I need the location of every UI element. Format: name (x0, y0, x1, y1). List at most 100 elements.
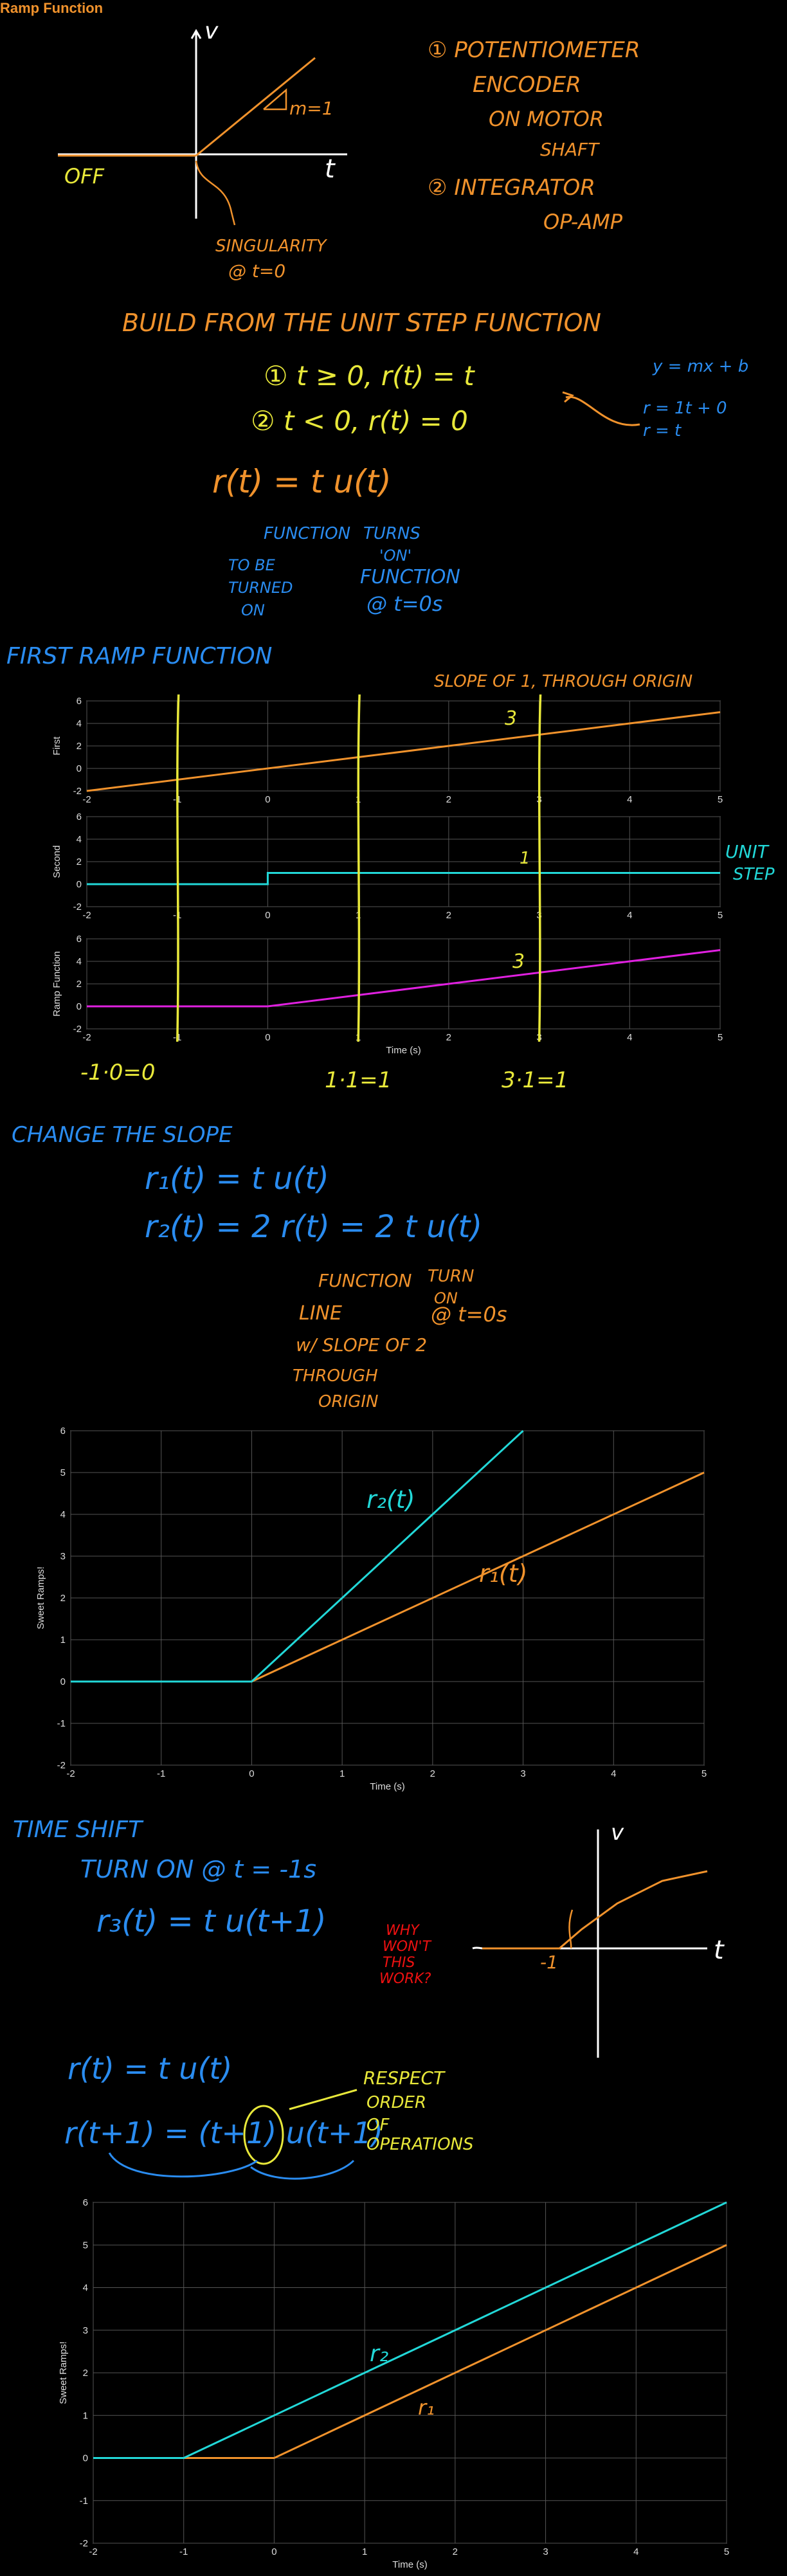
y-tick-label: 0 (77, 763, 82, 774)
x-tick-label: 5 (718, 1032, 723, 1043)
shift-resp-d: OPERATIONS (366, 2135, 474, 2154)
sketch-v-label: v (204, 18, 219, 44)
build-func-c: TURNED (228, 579, 293, 597)
build-eq-b: r = 1t + 0 (643, 399, 727, 418)
x-tick-label: 5 (701, 1768, 707, 1779)
first-calc2: 1·1=1 (325, 1067, 392, 1093)
build-turns-d: @ t=0s (366, 592, 443, 616)
y-axis-label: Sweet Ramps! (58, 2341, 69, 2404)
chart-sweet-ramps-shift: -2 -1 0 1 2 3 4 5 -2 -1 0 1 2 3 4 5 6 Sweet Ramps! Time (s… (58, 2197, 729, 2570)
y-tick-label: 6 (77, 696, 82, 707)
y-tick-label: 4 (77, 834, 82, 845)
shift-why-a: WHY (386, 1923, 419, 1939)
list-item1-c: ON MOTOR (489, 107, 604, 131)
y-tick-label: -2 (73, 1024, 82, 1035)
change-heading: CHANGE THE SLOPE (12, 1122, 233, 1148)
series-line (87, 949, 721, 1008)
y-tick-label: 6 (83, 2197, 88, 2208)
list-item1-a: ① POTENTIOMETER (428, 37, 640, 63)
shift-resp-a: RESPECT (363, 2067, 445, 2089)
y-tick-label: 0 (83, 2453, 88, 2464)
label-shift-r1: r₁ (418, 2395, 435, 2420)
shift-r-shift: r(t+1) = (t+1) u(t+1) (64, 2116, 383, 2150)
change-f-d: THROUGH (293, 1366, 378, 1386)
change-f-a: FUNCTION (318, 1270, 412, 1291)
x-tick-label: -1 (179, 2546, 188, 2557)
yellow-marker-line (538, 694, 542, 1042)
unit-step-b: STEP (733, 865, 775, 884)
x-tick-label: 2 (446, 794, 451, 805)
x-axis-label: Time (s) (386, 1045, 421, 1056)
y-tick-label: 2 (83, 2368, 88, 2379)
x-tick-label: -2 (82, 794, 91, 805)
sketch-singularity-label: SINGULARITY (215, 237, 327, 256)
x-tick-label: -2 (82, 1032, 91, 1043)
change-f-c: w/ SLOPE OF 2 (296, 1334, 428, 1356)
change-eq1: r₁(t) = t u(t) (145, 1161, 329, 1197)
x-axis-label: Time (s) (392, 2559, 427, 2570)
series-line (86, 711, 721, 792)
y-tick-label: 0 (77, 879, 82, 890)
x-tick-label: 0 (265, 910, 270, 921)
x-tick-label: 5 (718, 910, 723, 921)
y-tick-label: -2 (73, 786, 82, 797)
y-tick-label: 5 (83, 2240, 88, 2251)
chart-slope-compare-svg: -2 -1 0 1 2 3 4 5 -2 -1 0 1 2 3 4 5 6 Sweet Ramps! Time (s… (35, 1426, 707, 1792)
x-tick-label: 4 (627, 910, 632, 921)
series-line (93, 2201, 727, 2459)
build-func-d: ON (241, 601, 265, 619)
y-axis-label: Ramp Function (51, 951, 62, 1017)
y-axis-label: First (51, 736, 62, 756)
y-tick-label: 3 (60, 1551, 66, 1562)
y-tick-label: 3 (83, 2325, 88, 2336)
shift-why-c: THIS (383, 1955, 415, 1971)
change-f-b: LINE (299, 1302, 342, 1325)
shift-why-b: WON'T (383, 1939, 431, 1955)
x-tick-label: 2 (446, 910, 451, 921)
shift-r-line: r(t) = t u(t) (68, 2051, 233, 2086)
x-tick-label: 2 (453, 2546, 458, 2557)
sketch-at-label: @ t=0 (228, 260, 286, 282)
change-t-c: @ t=0s (431, 1302, 507, 1327)
y-tick-label: 2 (60, 1593, 66, 1604)
shift-sketch (472, 1829, 708, 2058)
build-func-b: TO BE (228, 556, 275, 574)
y-tick-label: -2 (57, 1760, 66, 1771)
x-tick-label: 0 (265, 794, 270, 805)
ramp-sketch (58, 29, 347, 226)
first-calc1: -1·0=0 (80, 1060, 156, 1085)
yellow-marker-line (357, 694, 361, 1042)
y-tick-label: 2 (77, 741, 82, 752)
y-tick-label: -1 (57, 1718, 66, 1729)
x-tick-label: 2 (430, 1768, 435, 1779)
unit-step-a: UNIT (725, 841, 768, 862)
chart-sweet-ramps-slope: -2 -1 0 1 2 3 4 5 -2 -1 0 1 2 3 4 5 6 Sweet Ramps! Time (s… (35, 1426, 707, 1792)
shift-resp-b: ORDER (366, 2093, 427, 2112)
x-tick-label: 1 (339, 1768, 345, 1779)
shift-turn: TURN ON @ t = -1s (80, 1855, 317, 1883)
y-tick-label: 6 (77, 934, 82, 945)
first-mark-1: 1 (520, 849, 530, 868)
x-tick-label: 4 (627, 794, 632, 805)
list-item2-b: OP-AMP (543, 210, 623, 234)
shift-annot-svg (108, 2089, 357, 2180)
shift-sketch-minus1: -1 (540, 1952, 558, 1973)
yellow-marker-lines (176, 694, 542, 1042)
y-tick-label: 2 (77, 857, 82, 867)
change-t-a: TURN (428, 1267, 475, 1286)
first-heading: FIRST RAMP FUNCTION (6, 643, 273, 669)
x-tick-label: 2 (446, 1032, 451, 1043)
y-tick-label: 1 (60, 1635, 66, 1646)
sketch-t-label: t (325, 154, 335, 184)
x-tick-label: -2 (89, 2546, 97, 2557)
build-r-def: r(t) = t u(t) (212, 463, 392, 500)
list-item1-b: ENCODER (473, 72, 581, 98)
y-tick-label: 1 (83, 2410, 88, 2421)
y-tick-label: -2 (73, 902, 82, 912)
build-heading: BUILD FROM THE UNIT STEP FUNCTION (122, 309, 601, 337)
build-turns-b: 'ON' (379, 547, 412, 565)
change-eq2: r₂(t) = 2 r(t) = 2 t u(t) (145, 1209, 483, 1245)
yellow-marker-line (176, 694, 180, 1042)
